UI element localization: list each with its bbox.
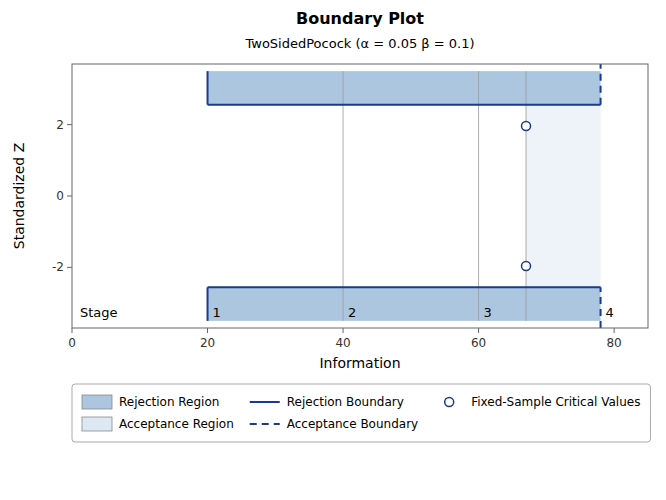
- chart: 1 2 3 4 Stage 0 20 40 60 80 -2 0 2 Information Standar…: [0, 0, 666, 500]
- stage-label: 3: [484, 305, 492, 320]
- acceptance-boundary: [600, 64, 602, 105]
- y-axis-label: Standardized Z: [11, 143, 27, 249]
- x-tick: [207, 328, 208, 333]
- x-tick: [614, 328, 615, 333]
- subtitle: TwoSidedPocock (α = 0.05 β = 0.1): [244, 36, 474, 51]
- x-tick: [478, 328, 479, 333]
- fixed-sample-point: [522, 261, 531, 270]
- legend-swatch: [445, 398, 454, 407]
- legend-swatch: [250, 401, 280, 403]
- stage-label: 1: [213, 305, 221, 320]
- legend: Rejection Region Acceptance Region Rejecti…: [72, 384, 650, 442]
- acceptance-region: [208, 105, 601, 288]
- rejection-region: [208, 287, 601, 321]
- title: Boundary Plot: [296, 9, 424, 28]
- legend-swatch: [82, 417, 112, 431]
- fixed-sample-point: [522, 122, 531, 131]
- legend-label: Acceptance Region: [119, 417, 234, 431]
- x-tick-label: 60: [471, 336, 486, 350]
- rejection-boundary-edge: [207, 287, 209, 321]
- y-tick: [67, 124, 72, 125]
- x-tick-label: 80: [606, 336, 621, 350]
- y-tick: [67, 196, 72, 197]
- x-tick: [72, 328, 73, 333]
- plot-frame: [72, 64, 648, 328]
- rejection-region: [208, 71, 601, 105]
- rejection-boundary: [208, 104, 601, 106]
- x-tick-label: 0: [68, 336, 76, 350]
- stage-title: Stage: [80, 305, 118, 320]
- y-tick-label: 0: [56, 189, 64, 203]
- x-tick: [343, 328, 344, 333]
- acceptance-boundary: [600, 287, 602, 328]
- legend-label: Rejection Region: [119, 395, 219, 409]
- y-tick-label: 2: [56, 118, 64, 132]
- rejection-boundary: [208, 286, 601, 288]
- legend-label: Acceptance Boundary: [287, 417, 418, 431]
- y-tick-label: -2: [52, 260, 64, 274]
- stage-divider: [478, 71, 479, 321]
- legend-swatch: [82, 395, 112, 409]
- legend-label: Rejection Boundary: [287, 395, 404, 409]
- stage-divider: [343, 71, 344, 321]
- plot-area: [208, 64, 601, 328]
- stage-label: 2: [348, 305, 356, 320]
- legend-swatch: [250, 423, 280, 425]
- x-axis-label: Information: [319, 355, 400, 371]
- fixed-sample-divider: [526, 71, 527, 321]
- acceptance-region-final: [526, 105, 601, 288]
- x-tick-label: 40: [335, 336, 350, 350]
- rejection-boundary-edge: [207, 71, 209, 105]
- legend-box: [72, 384, 650, 442]
- stage-label: 4: [606, 305, 614, 320]
- x-tick-label: 20: [200, 336, 215, 350]
- y-tick: [67, 267, 72, 268]
- legend-label: Fixed-Sample Critical Values: [471, 395, 640, 409]
